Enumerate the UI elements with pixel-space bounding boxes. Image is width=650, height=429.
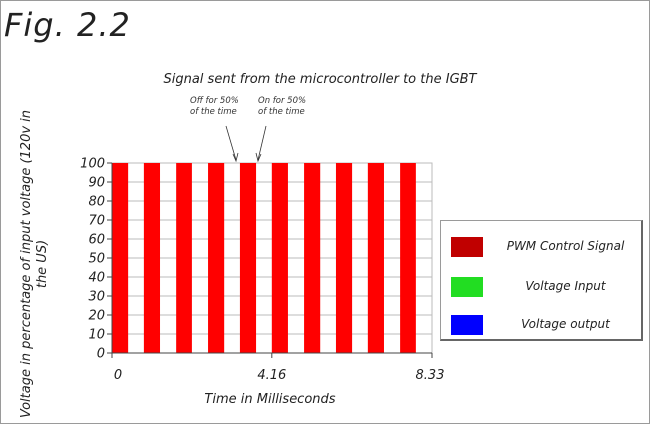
legend-item-pwm: PWM Control Signal [451, 237, 636, 259]
annotation-on: On for 50% of the time [258, 96, 306, 118]
annotation-off-line1: Off for 50% [190, 96, 239, 106]
pwm-pulse-bar [143, 163, 161, 353]
pwm-pulse-bar [239, 163, 257, 353]
y-tick-label: 90 [88, 176, 105, 191]
annotation-on-line1: On for 50% [258, 96, 307, 106]
legend-label-voltage-output: Voltage output [521, 317, 610, 331]
y-tick-label: 10 [88, 328, 105, 343]
legend-swatch-voltage-output [451, 315, 483, 335]
figure-label: Fig. 2.2 [4, 6, 131, 44]
pwm-pulse-bar [271, 163, 288, 353]
y-tick-label: 60 [88, 233, 105, 248]
annotation-off-arrowhead [232, 152, 239, 163]
annotation-off: Off for 50% of the time [190, 96, 239, 118]
legend-label-voltage-input: Voltage Input [525, 279, 606, 293]
chart-legend: PWM Control Signal Voltage Input Voltage… [440, 220, 643, 341]
y-tick-label: 100 [80, 157, 105, 172]
pwm-pulse-bar [367, 163, 384, 353]
pwm-pulse-bar [176, 163, 192, 353]
y-tick-label: 0 [97, 347, 105, 362]
annotation-on-arrow [257, 125, 267, 161]
y-tick-label: 40 [88, 271, 105, 286]
legend-item-voltage-input: Voltage Input [451, 277, 636, 299]
annotation-off-line2: of the time [190, 107, 237, 117]
pwm-pulse-bar [304, 163, 321, 353]
pwm-pulse-bar [335, 163, 353, 353]
legend-item-voltage-output: Voltage output [451, 315, 636, 337]
pwm-pulse-bar [112, 163, 129, 353]
annotation-on-line2: of the time [258, 107, 305, 117]
legend-swatch-pwm [451, 237, 483, 257]
annotation-on-arrowhead [255, 152, 262, 163]
x-tick-label: 8.33 [416, 368, 445, 383]
x-tick-label: 4.16 [257, 368, 286, 383]
y-tick-label: 20 [88, 309, 105, 324]
y-tick-label: 50 [88, 252, 105, 267]
legend-label-pwm: PWM Control Signal [506, 239, 625, 253]
x-tick-label: 0 [114, 368, 122, 383]
y-tick-label: 30 [88, 290, 105, 305]
chart-title: Signal sent from the microcontroller to … [163, 72, 477, 87]
pwm-pulse-bar [208, 163, 225, 353]
legend-swatch-voltage-input [451, 277, 483, 297]
x-axis-label: Time in Milliseconds [204, 392, 336, 407]
y-tick-label: 80 [88, 195, 105, 210]
pwm-pulse-bar [400, 163, 416, 353]
y-tick-label: 70 [88, 214, 105, 229]
annotation-off-arrow [225, 125, 237, 161]
